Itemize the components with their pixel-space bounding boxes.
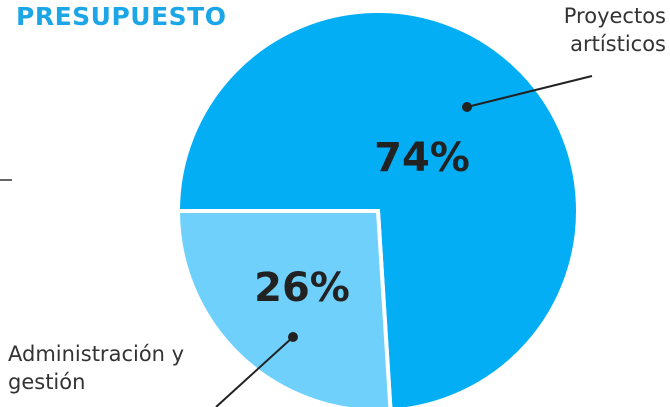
leader-line <box>466 75 593 108</box>
value-label: 74% <box>374 135 470 181</box>
leader-dot <box>288 332 298 342</box>
value-label: 26% <box>254 265 350 311</box>
category-label: Administración y gestión <box>8 342 185 394</box>
chart-title: PRESUPUESTO <box>16 2 227 31</box>
leader-dot <box>462 102 472 112</box>
pie-slice <box>175 209 393 407</box>
leader-line <box>215 336 294 407</box>
category-label: Proyectos artísticos <box>563 4 666 56</box>
